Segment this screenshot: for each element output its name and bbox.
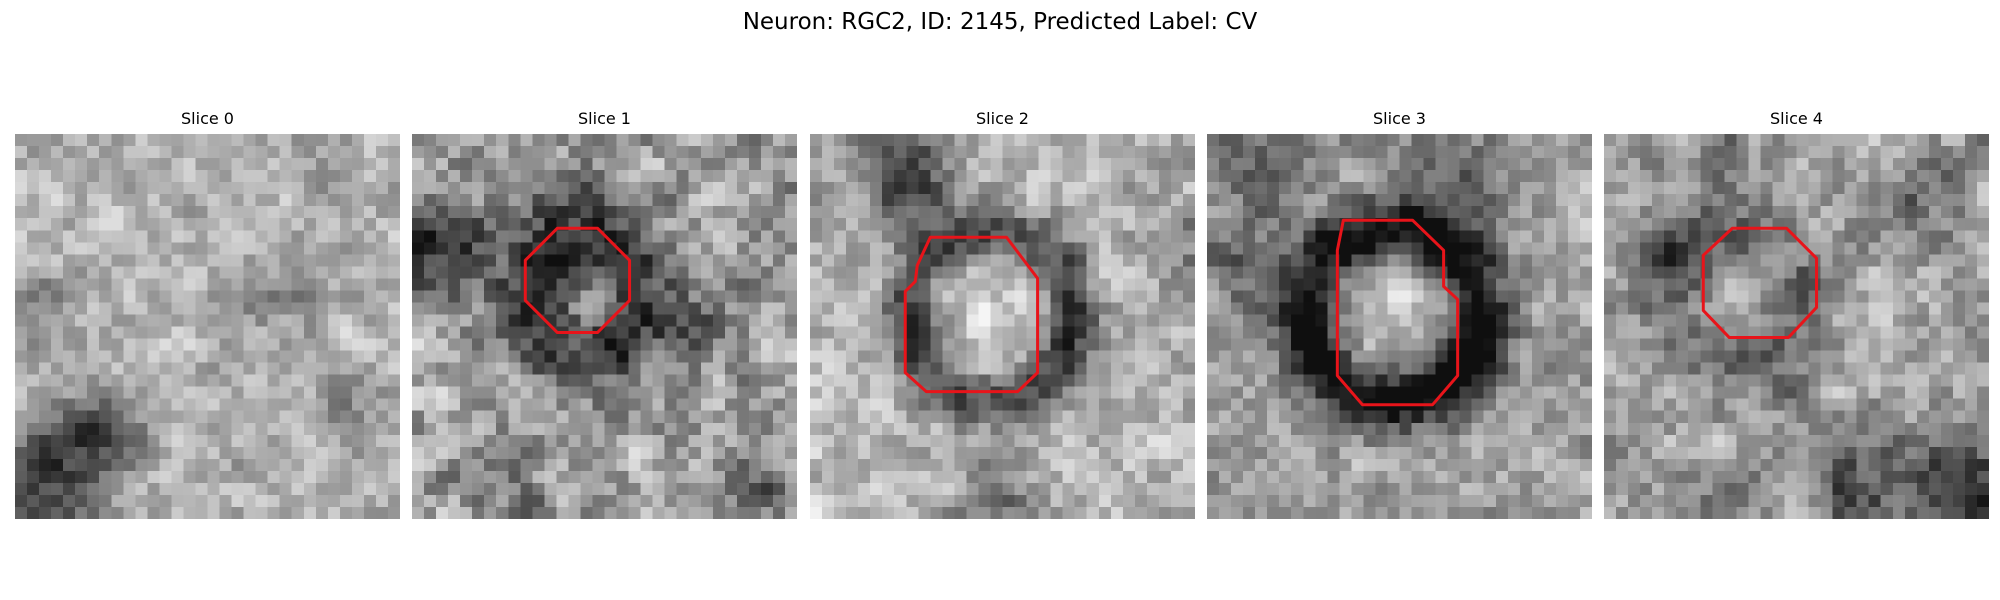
slice-panel-1: Slice 1 — [412, 108, 797, 519]
slice-1-image — [412, 134, 797, 519]
slice-3-contour — [1335, 218, 1460, 407]
slice-4-image — [1604, 134, 1989, 519]
slice-panel-2: Slice 2 — [810, 108, 1195, 519]
slice-2-micrograph — [810, 134, 1195, 519]
slice-2-contour — [903, 235, 1040, 394]
slice-3-image — [1207, 134, 1592, 519]
slice-2-image — [810, 134, 1195, 519]
slice-panel-3: Slice 3 — [1207, 108, 1592, 519]
slice-0-micrograph — [15, 134, 400, 519]
slice-4-micrograph — [1604, 134, 1989, 519]
slice-panel-0: Slice 0 — [15, 108, 400, 519]
slice-panel-4: Slice 4 — [1604, 108, 1989, 519]
slice-3-title: Slice 3 — [1373, 109, 1426, 128]
slice-1-contour — [523, 226, 632, 335]
figure-title: Neuron: RGC2, ID: 2145, Predicted Label:… — [742, 9, 1258, 35]
slice-4-contour — [1701, 226, 1819, 340]
slice-4-title: Slice 4 — [1770, 109, 1823, 128]
slice-1-title: Slice 1 — [578, 109, 631, 128]
slice-2-title: Slice 2 — [976, 109, 1029, 128]
slice-1-micrograph — [412, 134, 797, 519]
slice-0-image — [15, 134, 400, 519]
slice-3-micrograph — [1207, 134, 1592, 519]
slice-0-title: Slice 0 — [181, 109, 234, 128]
